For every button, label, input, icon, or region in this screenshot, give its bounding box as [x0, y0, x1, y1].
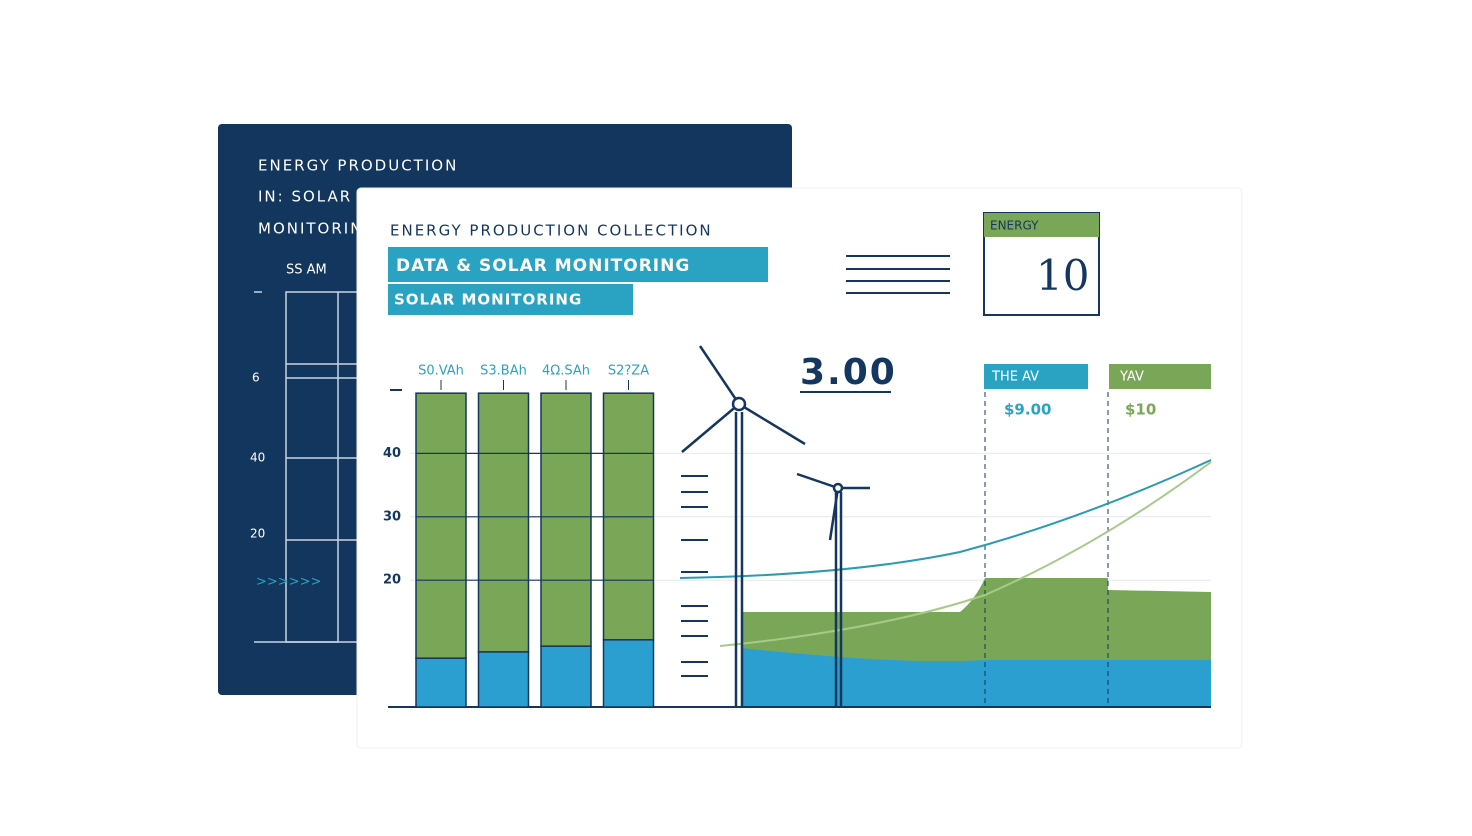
bar-segment [477, 392, 530, 653]
banner-text: SOLAR MONITORING [394, 291, 582, 309]
back-grid [254, 291, 360, 643]
energy-box-title: ENERGY [990, 219, 1039, 233]
trend-line [719, 461, 1212, 647]
energy-box-value: 10 [1036, 251, 1089, 300]
y-tick-label: 20 [383, 573, 401, 588]
category-label: S2?ZA [608, 364, 649, 379]
bar-segment [602, 639, 655, 708]
bar-segment [540, 645, 592, 708]
banner [388, 284, 633, 315]
y-tick-label: 30 [383, 509, 401, 524]
area-illustration [742, 648, 1211, 708]
bar-segment [477, 651, 530, 708]
back-axis-label: 20 [250, 527, 265, 541]
tag [984, 364, 1088, 389]
back-column-label: SS AM [286, 263, 327, 278]
tag-label: THE AV [991, 370, 1039, 385]
tag [1109, 364, 1211, 389]
wind-turbine [681, 345, 870, 708]
back-title: MONITORING [258, 220, 377, 238]
ruler [681, 475, 708, 677]
category-label: S3.BAh [480, 364, 527, 379]
back-axis-label: 40 [250, 451, 265, 465]
trend-line [679, 459, 1212, 579]
big-number: 3.00 [800, 352, 897, 393]
back-title: ENERGY PRODUCTION [258, 157, 458, 175]
back-title: IN: SOLAR [258, 188, 352, 206]
y-tick-label: 40 [383, 446, 401, 461]
category-label: 4Ω.SAh [542, 364, 590, 379]
back-axis-label: 6 [252, 371, 260, 385]
header-lines [846, 255, 950, 294]
front-title: ENERGY PRODUCTION COLLECTION [390, 222, 713, 240]
price: $9.00 [1004, 401, 1051, 419]
price: $10 [1125, 401, 1156, 419]
back-arrows: >>>>>> [256, 575, 321, 590]
energy-box-header [984, 213, 1099, 237]
bar-segment [415, 657, 467, 708]
banner-text: DATA & SOLAR MONITORING [396, 256, 690, 276]
tag-label: YAV [1119, 370, 1144, 385]
category-label: S0.VAh [418, 364, 464, 379]
banner [388, 247, 768, 282]
bar-segment [540, 392, 592, 647]
bar-segment [415, 392, 467, 659]
